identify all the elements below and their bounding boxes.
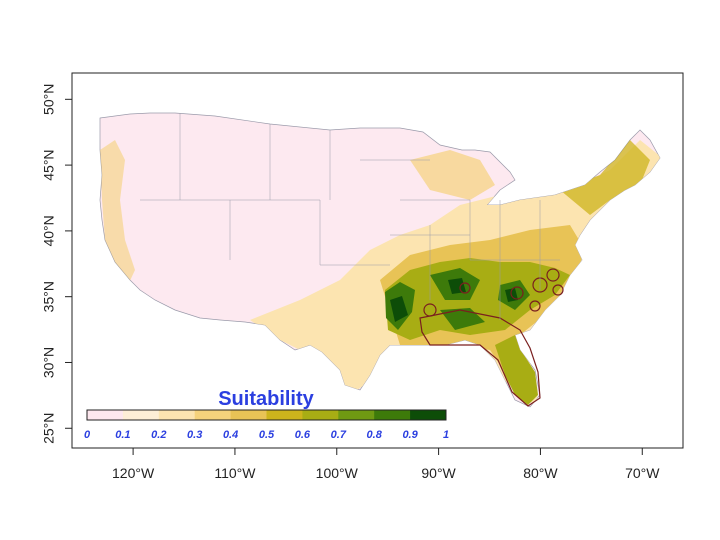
northeast-zone	[560, 140, 650, 215]
range-circle	[510, 286, 524, 300]
suitability-zone-max	[390, 278, 518, 322]
legend-label: 0.5	[259, 429, 275, 441]
x-tick-label: 90°W	[421, 465, 456, 481]
great-lakes-zone	[410, 150, 495, 200]
y-tick-label: 40°N	[41, 215, 57, 246]
legend-swatch	[230, 410, 267, 420]
legend-label: 0	[84, 429, 91, 441]
legend-label: 0.7	[331, 429, 347, 441]
legend-swatch	[194, 410, 232, 420]
legend-color-bar	[86, 409, 447, 421]
legend-label: 0.6	[295, 429, 311, 441]
legend-label: 0.3	[187, 429, 202, 441]
legend-label: 0.2	[151, 429, 166, 441]
x-tick-label: 100°W	[316, 465, 359, 481]
x-tick-label: 120°W	[112, 465, 155, 481]
legend-label: 0.9	[402, 429, 418, 441]
x-tick-label: 110°W	[214, 465, 256, 481]
y-tick-label: 30°N	[41, 347, 57, 378]
legend-swatch	[87, 410, 124, 420]
florida-zone	[495, 335, 538, 405]
y-tick-label: 45°N	[41, 149, 57, 180]
legend-label: 1	[443, 429, 449, 441]
suitability-zone-very-high	[385, 268, 530, 330]
legend-swatch	[374, 410, 411, 420]
state-borders	[140, 113, 560, 320]
range-circle	[459, 282, 471, 294]
legend-swatch	[266, 410, 303, 420]
range-circle	[423, 303, 437, 317]
y-axis: 25°N 30°N 35°N 40°N 45°N 50°N	[41, 84, 72, 444]
x-tick-label: 80°W	[523, 465, 558, 481]
range-circle	[529, 300, 541, 312]
legend-label: 0.8	[367, 429, 383, 441]
legend-labels: 0 0.1 0.2 0.3 0.4 0.5 0.6 0.7 0.8 0.9 1	[84, 429, 449, 441]
x-tick-label: 70°W	[625, 465, 660, 481]
legend-label: 0.1	[115, 429, 130, 441]
y-tick-label: 35°N	[41, 281, 57, 312]
plot-frame	[71, 72, 684, 449]
legend-border	[86, 409, 447, 421]
legend-swatch	[338, 410, 375, 420]
legend: Suitability 0 0.1 0.2 0.3 0.4 0.5 0.6 0.7 0.8 0.9…	[84, 388, 449, 441]
legend-title: Suitability	[218, 388, 314, 410]
legend-label: 0.4	[223, 429, 238, 441]
suitability-layer	[99, 112, 661, 408]
suitability-zone-high	[385, 258, 570, 340]
legend-swatch	[410, 410, 447, 420]
legend-swatch	[158, 410, 196, 420]
legend-swatch	[302, 410, 339, 420]
west-coast-zone	[100, 140, 135, 285]
x-axis: 120°W 110°W 100°W 90°W 80°W 70°W	[112, 448, 660, 481]
range-circle	[552, 284, 564, 296]
legend-swatch	[122, 410, 160, 420]
range-circle	[546, 268, 560, 282]
y-tick-label: 25°N	[41, 413, 57, 444]
y-tick-label: 50°N	[41, 84, 57, 115]
range-outline	[419, 309, 541, 407]
